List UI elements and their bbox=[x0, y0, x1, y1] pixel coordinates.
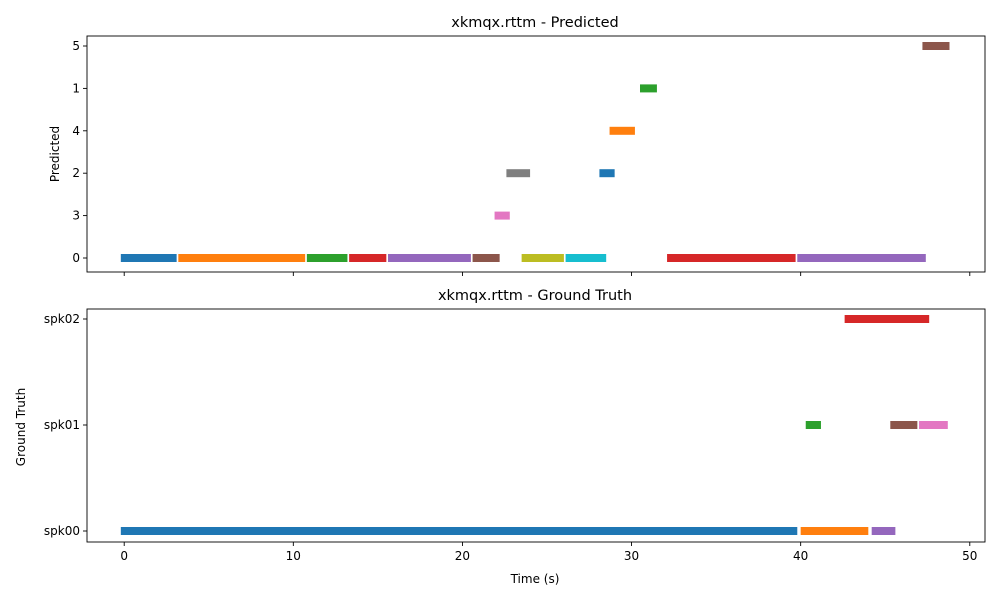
segment-bar bbox=[890, 421, 918, 429]
segment-bar bbox=[178, 254, 306, 262]
predicted-y-axis-label: Predicted bbox=[48, 126, 62, 182]
segment-bar bbox=[919, 421, 948, 429]
segment-bar bbox=[844, 315, 930, 323]
ground-truth-title: xkmqx.rttm - Ground Truth bbox=[438, 288, 632, 304]
y-tick-label: spk00 bbox=[44, 524, 80, 538]
y-tick-label: spk02 bbox=[44, 312, 80, 326]
segment-bar bbox=[120, 527, 798, 535]
segment-bar bbox=[871, 527, 896, 535]
x-tick-label: 10 bbox=[286, 549, 301, 563]
segment-bar bbox=[609, 126, 635, 135]
predicted-y-ticks: 0 3 2 4 1 5 bbox=[72, 39, 87, 265]
segment-bar bbox=[472, 254, 500, 262]
y-tick-label: 1 bbox=[72, 81, 80, 95]
ground-truth-y-axis-label: Ground Truth bbox=[14, 388, 28, 466]
segment-bar bbox=[120, 254, 177, 262]
segment-bar bbox=[521, 254, 564, 262]
predicted-title: xkmqx.rttm - Predicted bbox=[451, 15, 618, 31]
predicted-panel: xkmqx.rttm - Predicted Predicted 0 3 2 4 1 5 bbox=[48, 15, 986, 276]
ground-truth-panel: xkmqx.rttm - Ground Truth Ground Truth T… bbox=[14, 288, 986, 586]
segment-bar bbox=[800, 527, 869, 535]
ground-truth-x-ticks: 0 10 20 30 40 50 bbox=[120, 542, 977, 563]
predicted-x-ticks bbox=[123, 272, 971, 276]
y-tick-label: spk01 bbox=[44, 418, 80, 432]
y-tick-label: 0 bbox=[72, 251, 80, 265]
segment-bar bbox=[306, 254, 348, 262]
segment-bar bbox=[565, 254, 607, 262]
ground-truth-segments bbox=[120, 315, 948, 535]
x-tick-label: 0 bbox=[120, 549, 128, 563]
segment-bar bbox=[805, 421, 821, 429]
x-tick-label: 20 bbox=[455, 549, 470, 563]
y-tick-label: 5 bbox=[72, 39, 80, 53]
predicted-segments bbox=[120, 42, 950, 262]
segment-bar bbox=[388, 254, 471, 262]
x-axis-label: Time (s) bbox=[510, 572, 560, 586]
segment-bar bbox=[922, 42, 950, 50]
y-tick-label: 2 bbox=[72, 166, 80, 180]
ground-truth-plot-frame bbox=[86, 308, 986, 543]
x-tick-label: 30 bbox=[624, 549, 639, 563]
segment-bar bbox=[506, 169, 531, 178]
y-tick-label: 4 bbox=[72, 124, 80, 138]
predicted-plot-frame bbox=[86, 35, 986, 273]
segment-bar bbox=[667, 254, 796, 262]
x-tick-label: 40 bbox=[793, 549, 808, 563]
segment-bar bbox=[349, 254, 387, 262]
ground-truth-y-ticks: spk00 spk01 spk02 bbox=[44, 312, 87, 538]
y-tick-label: 3 bbox=[72, 209, 80, 223]
segment-bar bbox=[599, 169, 615, 178]
segment-bar bbox=[494, 211, 510, 220]
segment-bar bbox=[640, 84, 657, 93]
x-tick-label: 50 bbox=[962, 549, 977, 563]
segment-bar bbox=[797, 254, 926, 262]
